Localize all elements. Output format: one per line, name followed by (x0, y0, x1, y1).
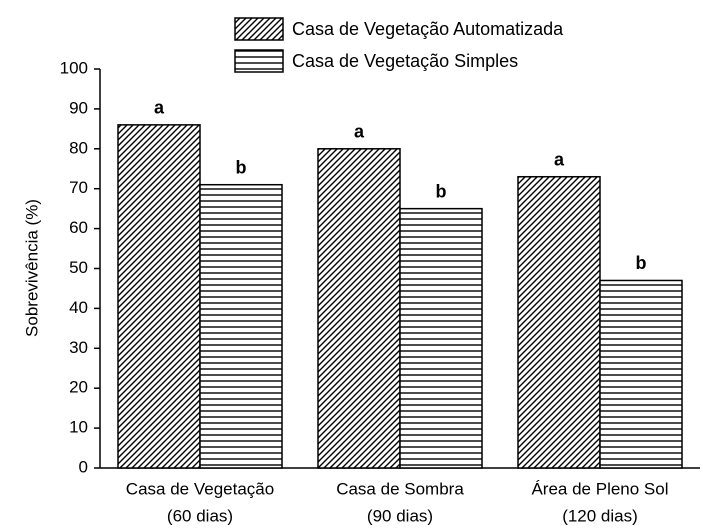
legend-swatch (234, 17, 284, 41)
y-tick-label: 60 (69, 218, 88, 237)
x-tick-label: Casa de Sombra (336, 479, 464, 498)
bar (117, 124, 201, 469)
bar (317, 148, 401, 469)
bar (517, 175, 601, 469)
x-tick-label: Casa de Vegetação (126, 479, 274, 498)
x-tick-label: (90 dias) (367, 506, 433, 525)
y-tick-label: 100 (60, 58, 88, 77)
y-tick-label: 40 (69, 298, 88, 317)
bar (599, 279, 683, 469)
annotation: a (554, 149, 565, 169)
bar (399, 207, 483, 469)
y-tick-label: 0 (79, 457, 88, 476)
x-tick-label: (120 dias) (562, 506, 638, 525)
annotation: b (636, 253, 647, 273)
annotation: b (236, 157, 247, 177)
y-tick-label: 90 (69, 98, 88, 117)
x-tick-label: Área de Pleno Sol (531, 479, 668, 498)
annotation: b (436, 181, 447, 201)
legend-swatch (234, 49, 284, 73)
x-tick-label: (60 dias) (167, 506, 233, 525)
y-axis-label: Sobrevivência (%) (22, 199, 41, 337)
y-tick-label: 50 (69, 258, 88, 277)
legend-label: Casa de Vegetação Automatizada (292, 19, 564, 39)
y-tick-label: 80 (69, 138, 88, 157)
annotation: a (354, 122, 365, 142)
bar (199, 183, 283, 469)
y-tick-label: 10 (69, 418, 88, 437)
annotation: a (154, 98, 165, 118)
legend-label: Casa de Vegetação Simples (292, 51, 518, 71)
y-tick-label: 70 (69, 178, 88, 197)
y-tick-label: 20 (69, 378, 88, 397)
y-tick-label: 30 (69, 338, 88, 357)
